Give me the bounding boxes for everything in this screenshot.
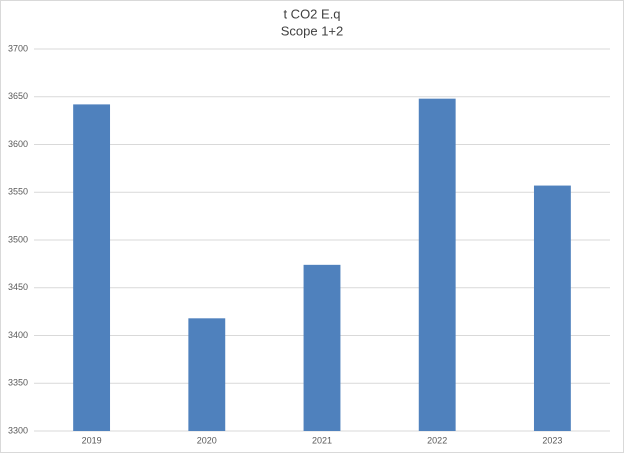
bar [73, 104, 111, 431]
y-tick-label: 3700 [8, 43, 28, 53]
y-tick-label: 3500 [8, 234, 28, 244]
y-tick-label: 3600 [8, 139, 28, 149]
y-tick-label: 3550 [8, 187, 28, 197]
y-tick-label: 3400 [8, 330, 28, 340]
x-tick-label: 2021 [312, 435, 332, 445]
chart-title: t CO2 E.q [283, 6, 340, 21]
y-tick-label: 3450 [8, 282, 28, 292]
y-tick-label: 3650 [8, 91, 28, 101]
x-tick-label: 2022 [427, 435, 447, 445]
x-tick-label: 2020 [197, 435, 217, 445]
x-tick-label: 2023 [542, 435, 562, 445]
bar [533, 185, 571, 431]
bar [188, 318, 226, 431]
y-tick-label: 3350 [8, 378, 28, 388]
bar [303, 264, 341, 431]
x-tick-label: 2019 [82, 435, 102, 445]
y-tick-label: 3300 [8, 425, 28, 435]
chart-subtitle: Scope 1+2 [281, 23, 344, 38]
bar [418, 98, 456, 431]
